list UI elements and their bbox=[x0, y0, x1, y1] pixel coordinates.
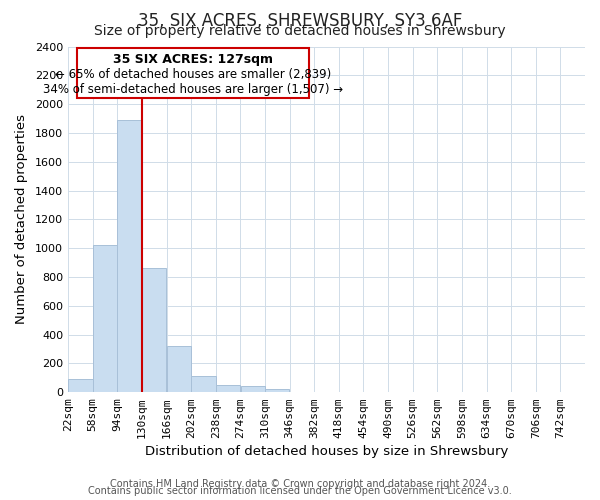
Bar bbox=[142, 268, 166, 392]
Text: 34% of semi-detached houses are larger (1,507) →: 34% of semi-detached houses are larger (… bbox=[43, 83, 343, 96]
Text: Size of property relative to detached houses in Shrewsbury: Size of property relative to detached ho… bbox=[94, 24, 506, 38]
Text: ← 65% of detached houses are smaller (2,839): ← 65% of detached houses are smaller (2,… bbox=[55, 68, 331, 80]
Text: 35 SIX ACRES: 127sqm: 35 SIX ACRES: 127sqm bbox=[113, 52, 273, 66]
Text: Contains HM Land Registry data © Crown copyright and database right 2024.: Contains HM Land Registry data © Crown c… bbox=[110, 479, 490, 489]
Text: 35, SIX ACRES, SHREWSBURY, SY3 6AF: 35, SIX ACRES, SHREWSBURY, SY3 6AF bbox=[138, 12, 462, 30]
Bar bbox=[167, 346, 191, 392]
Bar bbox=[68, 379, 92, 392]
Bar bbox=[191, 376, 215, 392]
Bar bbox=[265, 388, 289, 392]
Y-axis label: Number of detached properties: Number of detached properties bbox=[15, 114, 28, 324]
Bar bbox=[118, 120, 142, 392]
FancyBboxPatch shape bbox=[77, 48, 310, 98]
X-axis label: Distribution of detached houses by size in Shrewsbury: Distribution of detached houses by size … bbox=[145, 444, 508, 458]
Bar bbox=[93, 246, 117, 392]
Bar bbox=[216, 385, 240, 392]
Text: Contains public sector information licensed under the Open Government Licence v3: Contains public sector information licen… bbox=[88, 486, 512, 496]
Bar bbox=[241, 386, 265, 392]
